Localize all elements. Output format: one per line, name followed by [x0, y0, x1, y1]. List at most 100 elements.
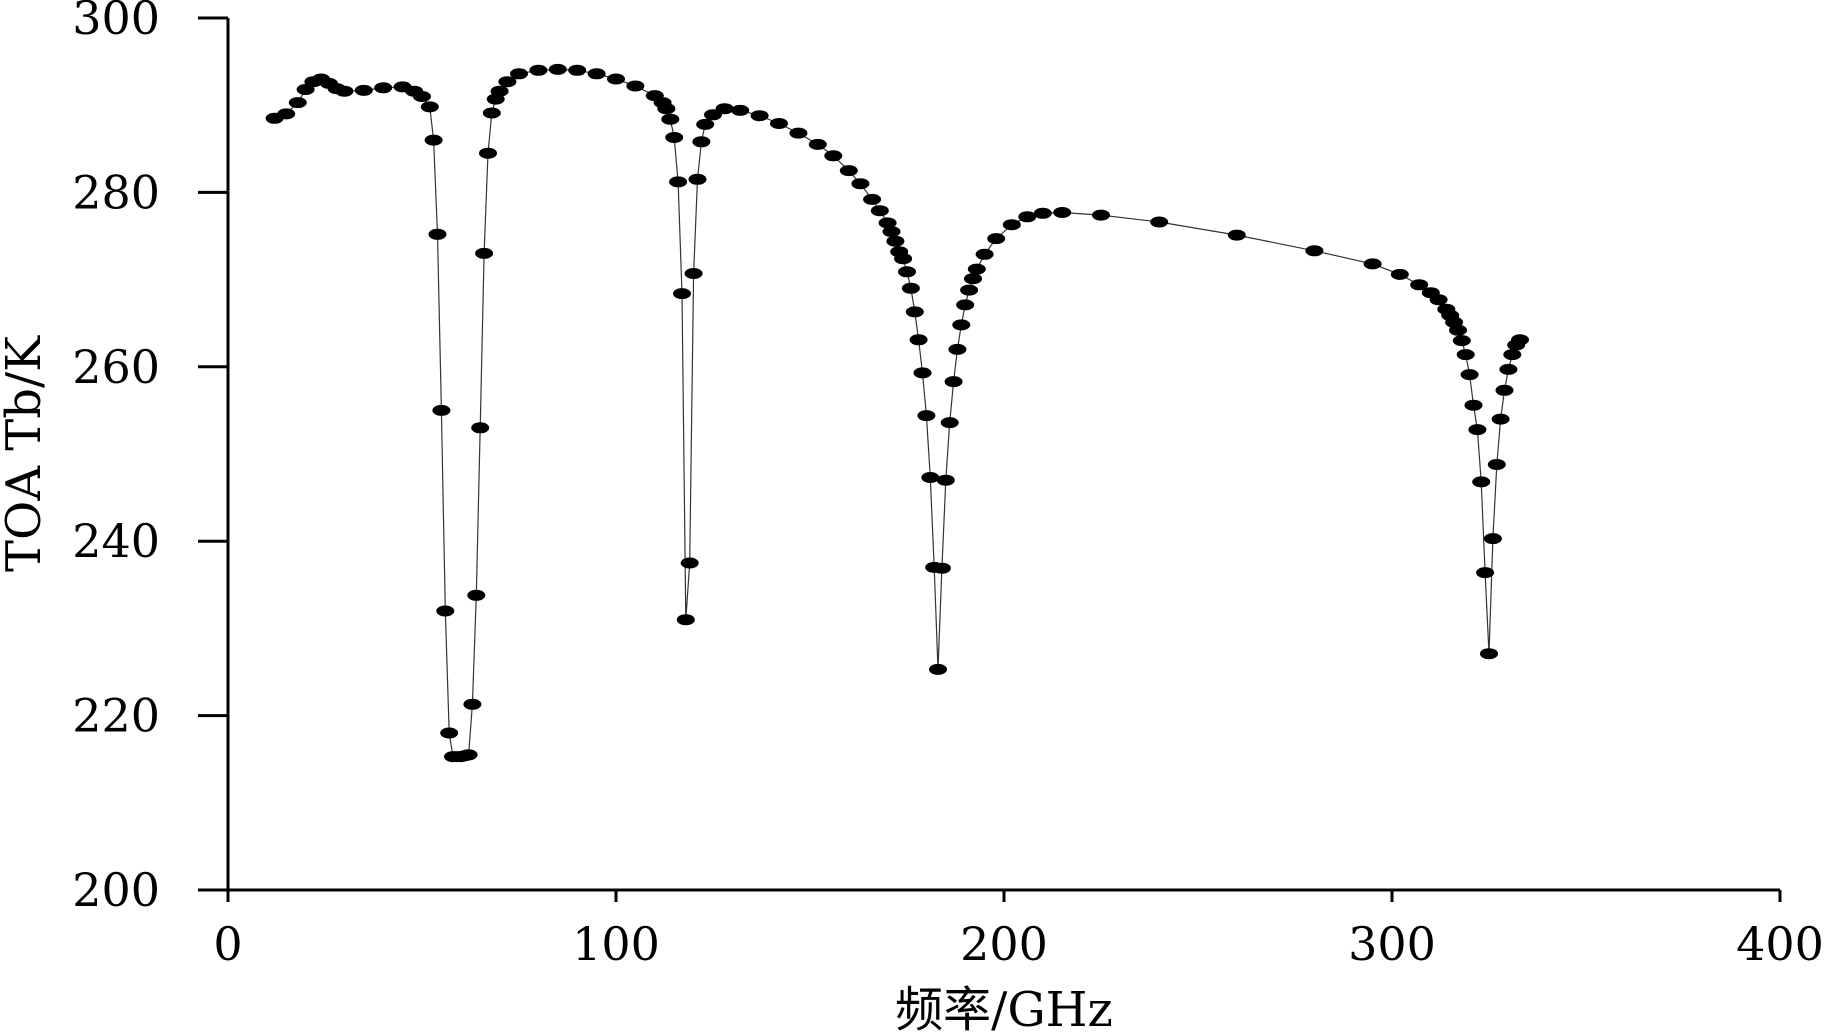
- y-tick-label: 280: [72, 165, 160, 219]
- data-point: [960, 284, 979, 296]
- data-point: [948, 343, 967, 355]
- data-point: [1468, 424, 1487, 436]
- data-point: [498, 76, 517, 88]
- data-point: [1390, 268, 1409, 280]
- data-point: [839, 165, 858, 177]
- data-point: [1449, 324, 1467, 336]
- data-point: [1053, 207, 1072, 218]
- data-point: [440, 727, 459, 739]
- series-points: [265, 63, 1529, 763]
- data-point: [471, 422, 490, 434]
- data-point: [975, 248, 994, 260]
- data-point: [1363, 258, 1382, 270]
- data-point: [1491, 413, 1510, 425]
- data-point: [490, 85, 509, 97]
- data-point: [956, 299, 975, 311]
- y-tick-label: 220: [72, 689, 160, 743]
- data-point: [789, 127, 808, 139]
- data-point: [548, 63, 567, 75]
- data-point: [770, 118, 788, 129]
- data-point: [354, 84, 373, 96]
- data-point: [905, 306, 924, 318]
- data-point: [479, 147, 497, 159]
- data-point: [673, 288, 691, 300]
- data-point: [510, 68, 528, 80]
- data-point: [1092, 209, 1110, 221]
- data-point: [964, 273, 982, 285]
- data-point: [459, 749, 478, 761]
- data-point: [676, 614, 695, 626]
- data-point: [680, 557, 699, 569]
- data-point: [475, 247, 494, 259]
- x-tick-label: 0: [213, 917, 242, 971]
- data-point: [917, 410, 936, 422]
- data-point: [482, 107, 501, 119]
- data-point: [374, 82, 393, 94]
- data-point: [1227, 229, 1246, 241]
- data-point: [1452, 335, 1471, 347]
- data-point: [661, 113, 680, 125]
- data-point: [607, 73, 625, 85]
- x-tick-label: 200: [960, 917, 1048, 971]
- data-point: [929, 663, 947, 675]
- tick-layer: 0 100 200 300 400 200 220 240 260 280 300: [72, 0, 1824, 971]
- data-point: [424, 134, 443, 146]
- data-point: [335, 85, 354, 97]
- data-point: [692, 136, 711, 148]
- data-point: [688, 173, 707, 185]
- data-point: [1472, 476, 1491, 488]
- data-point: [1410, 279, 1429, 291]
- data-point: [944, 376, 963, 388]
- data-point: [696, 118, 715, 130]
- data-point: [1511, 334, 1529, 346]
- data-point: [657, 103, 676, 115]
- data-point: [669, 176, 688, 188]
- data-point: [428, 228, 447, 240]
- data-point: [894, 253, 913, 265]
- data-point: [1480, 648, 1498, 660]
- data-point: [1460, 369, 1479, 381]
- data-point: [467, 589, 486, 601]
- data-point: [463, 698, 482, 710]
- data-point: [1150, 216, 1169, 228]
- data-point: [921, 472, 940, 483]
- data-point: [882, 226, 901, 238]
- data-point: [665, 132, 684, 143]
- data-point: [913, 367, 932, 379]
- series-line: [274, 68, 1521, 758]
- data-point: [936, 474, 955, 486]
- data-point: [1499, 363, 1518, 375]
- data-point: [420, 101, 439, 113]
- data-point: [684, 268, 703, 279]
- data-point: [1483, 533, 1502, 545]
- data-point: [1464, 399, 1483, 411]
- data-point: [1476, 567, 1495, 579]
- data-point: [750, 110, 769, 122]
- data-point: [1456, 349, 1475, 361]
- data-point: [901, 282, 920, 294]
- data-point: [878, 217, 897, 229]
- data-point: [587, 68, 606, 80]
- data-point: [1002, 219, 1021, 231]
- data-point: [529, 64, 548, 76]
- data-point: [898, 266, 916, 278]
- y-axis-title: TOA Tb/K: [0, 335, 52, 572]
- y-tick-label: 260: [72, 340, 160, 394]
- y-tick-label: 240: [72, 514, 160, 568]
- data-point: [932, 562, 951, 574]
- x-tick-label: 300: [1348, 917, 1436, 971]
- data-point: [1429, 294, 1448, 306]
- x-tick-label: 100: [572, 917, 660, 971]
- data-point: [1487, 459, 1506, 470]
- data-point: [967, 263, 986, 275]
- data-point: [863, 193, 882, 205]
- data-point: [1495, 384, 1514, 396]
- data-point: [870, 205, 889, 217]
- data-point: [731, 104, 750, 116]
- data-point: [436, 605, 455, 617]
- data-point: [715, 103, 734, 115]
- y-tick-label: 300: [72, 0, 160, 45]
- data-point: [432, 404, 451, 416]
- data-point: [568, 64, 587, 76]
